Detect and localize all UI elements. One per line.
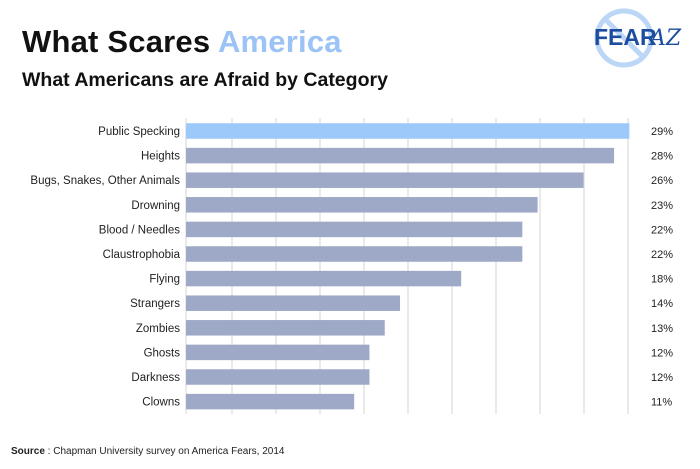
bar — [186, 246, 523, 262]
value-label: 22% — [651, 224, 673, 236]
value-label: 29% — [651, 126, 673, 138]
bar — [186, 393, 355, 410]
value-label: 28% — [651, 151, 673, 163]
category-label: Zombies — [136, 323, 180, 335]
fearaz-logo: FEAR AZ — [594, 8, 682, 68]
category-label: Darkness — [131, 372, 180, 384]
logo-text-script: AZ — [648, 26, 682, 51]
bar — [186, 147, 615, 164]
value-label: 22% — [651, 249, 673, 261]
category-label: Blood / Needles — [99, 224, 180, 236]
value-label: 13% — [651, 323, 673, 335]
category-label: Bugs, Snakes, Other Animals — [30, 175, 180, 187]
category-label: Heights — [141, 151, 180, 163]
bar — [186, 369, 370, 385]
title-main: What Scares — [22, 24, 218, 59]
source-note: Source : Chapman University survey on Am… — [11, 446, 284, 457]
bar — [186, 295, 401, 311]
category-label: Ghosts — [144, 347, 181, 359]
category-label: Claustrophobia — [103, 249, 181, 261]
value-label: 26% — [651, 175, 673, 187]
category-label: Strangers — [130, 298, 180, 310]
bar — [186, 172, 584, 188]
value-label: 12% — [651, 372, 673, 384]
category-label: Clowns — [142, 397, 180, 409]
value-label: 11% — [651, 397, 672, 409]
chart-subtitle: What Americans are Afraid by Category — [22, 69, 388, 91]
logo-text-main: FEAR — [594, 24, 657, 50]
bar — [186, 123, 630, 139]
no-symbol-icon — [594, 8, 654, 68]
bar — [186, 197, 538, 213]
value-label: 18% — [651, 274, 673, 286]
bar — [186, 320, 385, 336]
bar — [186, 270, 462, 287]
category-label: Public Specking — [98, 126, 180, 138]
title-highlight: America — [217, 24, 342, 59]
value-label: 23% — [651, 200, 673, 212]
bar — [186, 221, 523, 238]
chart-title: What Scares America — [22, 24, 342, 60]
source-text: : Chapman University survey on America F… — [44, 446, 285, 457]
bar — [186, 344, 370, 361]
source-label: Source — [11, 446, 45, 457]
category-label: Flying — [149, 274, 180, 286]
category-label: Drowning — [131, 200, 180, 212]
value-label: 12% — [651, 347, 673, 359]
value-label: 14% — [651, 298, 673, 310]
